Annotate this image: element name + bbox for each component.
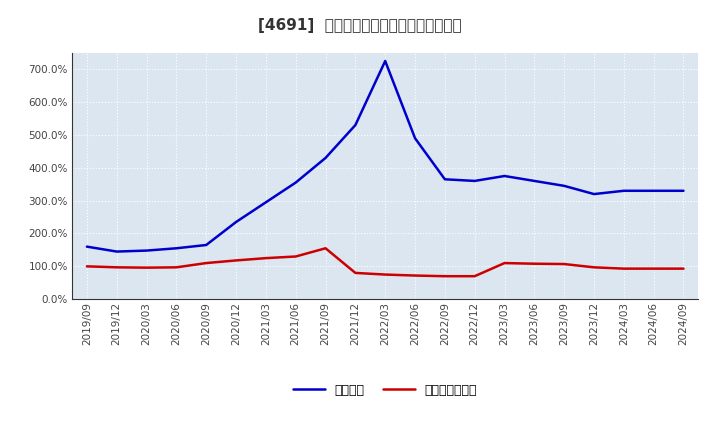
固定比率	[261, 200, 270, 205]
固定長期適合率	[261, 256, 270, 261]
固定比率	[619, 188, 628, 194]
固定長期適合率	[500, 260, 509, 266]
Legend: 固定比率, 固定長期適合率: 固定比率, 固定長期適合率	[293, 384, 477, 397]
固定長期適合率	[143, 265, 151, 270]
Line: 固定長期適合率: 固定長期適合率	[87, 248, 683, 276]
Text: [4691]  固定比率、固定長期適合率の推移: [4691] 固定比率、固定長期適合率の推移	[258, 18, 462, 33]
固定長期適合率	[321, 246, 330, 251]
固定比率	[530, 178, 539, 183]
固定長期適合率	[441, 274, 449, 279]
固定長期適合率	[83, 264, 91, 269]
固定長期適合率	[292, 254, 300, 259]
固定比率	[649, 188, 658, 194]
固定比率	[143, 248, 151, 253]
固定比率	[232, 220, 240, 225]
固定比率	[470, 178, 479, 183]
固定長期適合率	[560, 261, 569, 267]
固定比率	[560, 183, 569, 188]
固定長期適合率	[679, 266, 688, 271]
固定長期適合率	[590, 265, 598, 270]
固定比率	[351, 122, 360, 128]
固定長期適合率	[530, 261, 539, 266]
固定長期適合率	[232, 258, 240, 263]
固定比率	[83, 244, 91, 249]
固定比率	[500, 173, 509, 179]
固定長期適合率	[202, 260, 210, 266]
固定比率	[441, 176, 449, 182]
固定比率	[112, 249, 121, 254]
固定長期適合率	[410, 273, 419, 278]
固定長期適合率	[619, 266, 628, 271]
固定長期適合率	[172, 265, 181, 270]
固定比率	[321, 155, 330, 161]
固定長期適合率	[470, 274, 479, 279]
固定比率	[590, 191, 598, 197]
固定比率	[202, 242, 210, 248]
固定比率	[172, 246, 181, 251]
固定長期適合率	[112, 265, 121, 270]
固定比率	[410, 136, 419, 141]
固定比率	[679, 188, 688, 194]
固定比率	[381, 59, 390, 64]
固定長期適合率	[649, 266, 658, 271]
固定長期適合率	[351, 270, 360, 275]
固定比率	[292, 180, 300, 185]
固定長期適合率	[381, 272, 390, 277]
Line: 固定比率: 固定比率	[87, 61, 683, 252]
